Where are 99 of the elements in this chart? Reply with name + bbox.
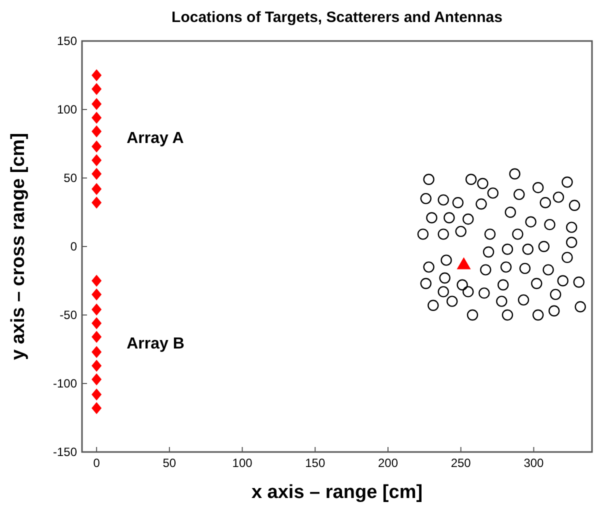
x-tick-label: 0 bbox=[93, 456, 100, 470]
point bbox=[496, 296, 508, 307]
y-tick-label: -150 bbox=[52, 445, 78, 459]
point bbox=[455, 226, 466, 238]
x-axis-title: x axis – range [cm] bbox=[251, 482, 423, 503]
point bbox=[504, 206, 516, 218]
point bbox=[573, 276, 584, 288]
point bbox=[92, 402, 102, 414]
point bbox=[574, 301, 586, 312]
point bbox=[438, 228, 449, 240]
point bbox=[92, 373, 102, 386]
point bbox=[566, 222, 578, 233]
point bbox=[92, 388, 102, 400]
point bbox=[557, 275, 568, 286]
point bbox=[92, 288, 102, 300]
x-tick-label: 100 bbox=[232, 456, 253, 470]
point bbox=[92, 125, 102, 138]
point bbox=[92, 98, 102, 110]
point bbox=[444, 212, 455, 224]
y-tick-label: -100 bbox=[52, 376, 78, 390]
y-tick-label: 150 bbox=[56, 34, 78, 48]
point bbox=[420, 192, 432, 204]
point bbox=[538, 240, 550, 252]
point bbox=[562, 252, 573, 264]
x-tick-label: 150 bbox=[305, 456, 326, 470]
point bbox=[462, 286, 474, 298]
point bbox=[426, 212, 438, 224]
point bbox=[542, 264, 554, 276]
point bbox=[446, 296, 458, 307]
annotation: Array B bbox=[126, 336, 184, 353]
point bbox=[548, 305, 560, 316]
annotation: Array A bbox=[126, 130, 184, 148]
point bbox=[439, 272, 450, 284]
point bbox=[440, 254, 452, 266]
point bbox=[476, 198, 487, 210]
y-tick-label: 50 bbox=[64, 171, 78, 185]
point bbox=[92, 274, 102, 287]
y-axis-title: y axis – cross range [cm] bbox=[8, 132, 29, 360]
point bbox=[92, 346, 102, 358]
point bbox=[92, 196, 102, 209]
point bbox=[566, 236, 578, 248]
point bbox=[417, 228, 429, 240]
point bbox=[484, 228, 496, 240]
point bbox=[525, 216, 536, 228]
point bbox=[514, 188, 525, 200]
point bbox=[92, 360, 102, 372]
chart-title: Locations of Targets, Scatterers and Antennas bbox=[172, 9, 502, 26]
x-tick-label: 50 bbox=[162, 456, 176, 470]
point bbox=[502, 244, 514, 255]
point bbox=[423, 174, 434, 185]
point bbox=[512, 228, 524, 240]
point bbox=[478, 287, 490, 299]
point bbox=[92, 69, 102, 82]
point bbox=[531, 278, 542, 290]
point bbox=[92, 154, 102, 166]
point bbox=[522, 244, 534, 255]
point bbox=[487, 187, 499, 199]
point bbox=[562, 176, 573, 188]
point bbox=[480, 264, 492, 276]
point bbox=[532, 182, 544, 194]
point bbox=[438, 194, 449, 206]
point bbox=[500, 261, 512, 273]
point bbox=[552, 192, 564, 203]
point bbox=[532, 309, 544, 321]
point bbox=[550, 288, 562, 300]
point bbox=[92, 82, 102, 95]
point bbox=[456, 279, 468, 290]
point bbox=[482, 246, 494, 258]
y-tick-label: 0 bbox=[70, 240, 78, 254]
point bbox=[92, 168, 102, 180]
point bbox=[92, 317, 102, 330]
point bbox=[502, 309, 514, 321]
point bbox=[420, 278, 432, 290]
y-tick-label: 100 bbox=[56, 102, 78, 116]
point bbox=[428, 300, 439, 312]
point bbox=[92, 182, 102, 195]
point bbox=[92, 112, 102, 124]
point bbox=[544, 218, 556, 230]
point bbox=[456, 257, 471, 270]
point bbox=[466, 309, 478, 321]
x-tick-label: 250 bbox=[450, 456, 472, 470]
point bbox=[518, 294, 530, 306]
point bbox=[498, 279, 509, 290]
point bbox=[423, 261, 434, 273]
point bbox=[465, 174, 477, 185]
point bbox=[462, 214, 474, 225]
point bbox=[92, 330, 102, 343]
point bbox=[92, 140, 102, 152]
point bbox=[92, 304, 102, 316]
x-tick-label: 300 bbox=[524, 456, 544, 470]
point bbox=[477, 178, 488, 190]
point bbox=[568, 200, 580, 211]
x-tick-label: 200 bbox=[378, 456, 398, 470]
point bbox=[519, 262, 531, 274]
point bbox=[540, 197, 551, 208]
point bbox=[509, 168, 520, 180]
point bbox=[438, 286, 449, 298]
point bbox=[452, 197, 464, 208]
y-tick-label: -50 bbox=[60, 308, 78, 322]
